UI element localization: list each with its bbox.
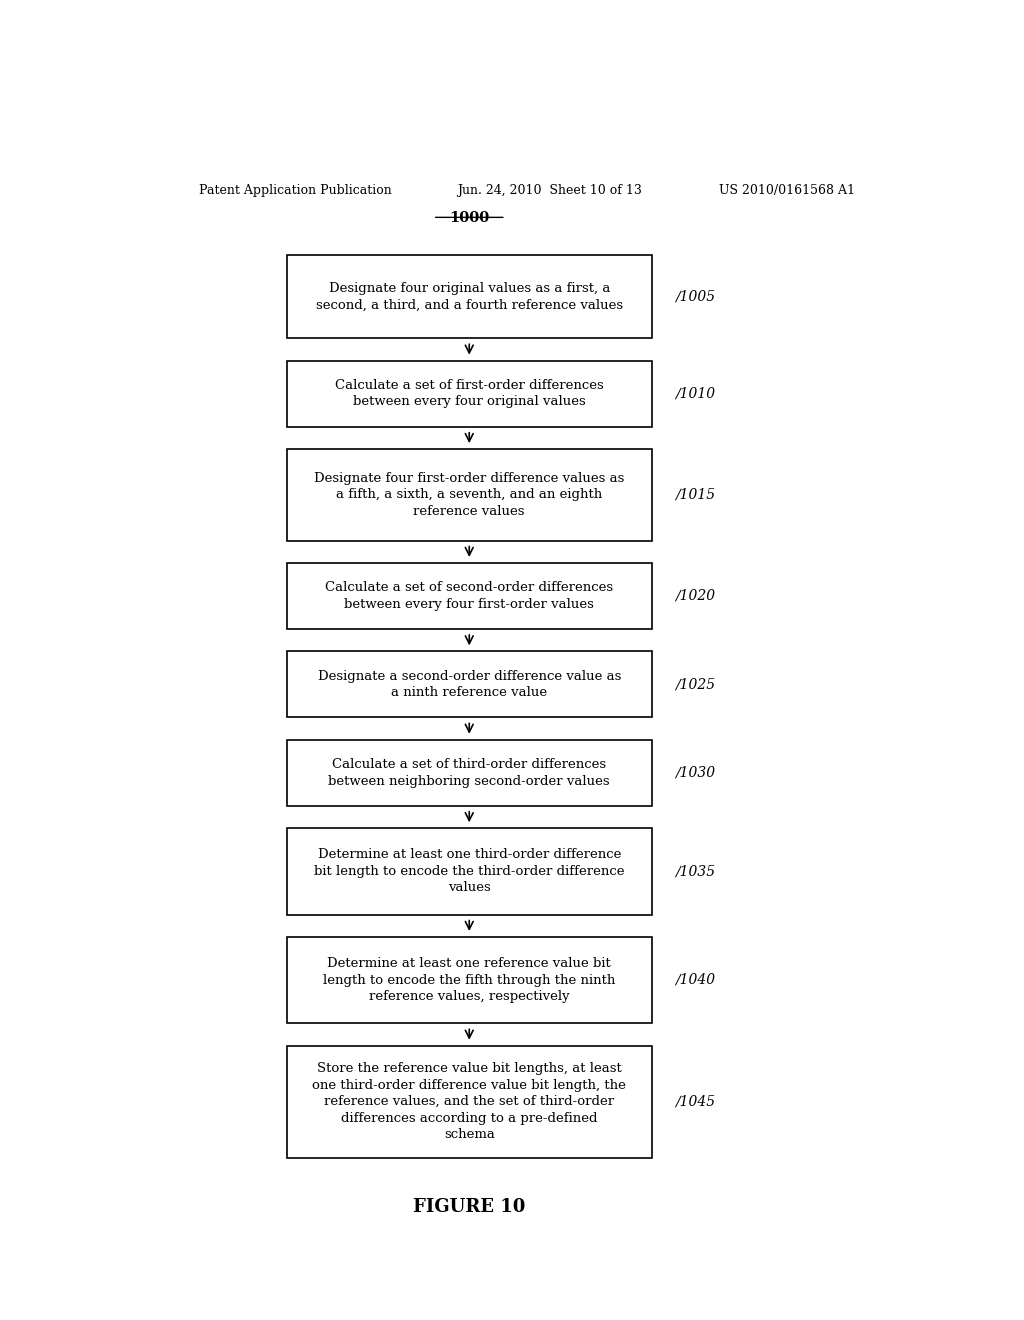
FancyBboxPatch shape [287,449,652,541]
Text: Designate a second-order difference value as
a ninth reference value: Designate a second-order difference valu… [317,669,621,700]
FancyBboxPatch shape [287,739,652,805]
Text: Calculate a set of third-order differences
between neighboring second-order valu: Calculate a set of third-order differenc… [329,758,610,788]
Text: Jun. 24, 2010  Sheet 10 of 13: Jun. 24, 2010 Sheet 10 of 13 [458,183,642,197]
Text: ∕1010: ∕1010 [676,387,716,401]
Text: ∕1020: ∕1020 [676,589,716,603]
Text: Store the reference value bit lengths, at least
one third-order difference value: Store the reference value bit lengths, a… [312,1063,627,1140]
Text: ∕1005: ∕1005 [676,289,716,304]
Text: ∕1045: ∕1045 [676,1094,716,1109]
Text: ∕1025: ∕1025 [676,677,716,692]
Text: ∕1015: ∕1015 [676,488,716,502]
Text: ∕1030: ∕1030 [676,766,716,780]
FancyBboxPatch shape [287,651,652,718]
Text: FIGURE 10: FIGURE 10 [413,1199,525,1216]
Text: ∕1040: ∕1040 [676,973,716,987]
FancyBboxPatch shape [287,828,652,915]
Text: Calculate a set of second-order differences
between every four first-order value: Calculate a set of second-order differen… [326,581,613,611]
FancyBboxPatch shape [287,562,652,630]
Text: Determine at least one third-order difference
bit length to encode the third-ord: Determine at least one third-order diffe… [314,849,625,895]
Text: Patent Application Publication: Patent Application Publication [200,183,392,197]
Text: Designate four original values as a first, a
second, a third, and a fourth refer: Designate four original values as a firs… [315,282,623,312]
Text: Calculate a set of first-order differences
between every four original values: Calculate a set of first-order differenc… [335,379,603,408]
Text: Determine at least one reference value bit
length to encode the fifth through th: Determine at least one reference value b… [323,957,615,1003]
FancyBboxPatch shape [287,360,652,426]
FancyBboxPatch shape [287,937,652,1023]
Text: US 2010/0161568 A1: US 2010/0161568 A1 [719,183,855,197]
Text: Designate four first-order difference values as
a fifth, a sixth, a seventh, and: Designate four first-order difference va… [314,471,625,517]
FancyBboxPatch shape [287,255,652,338]
FancyBboxPatch shape [287,1045,652,1158]
Text: ∕1035: ∕1035 [676,865,716,878]
Text: 1000: 1000 [450,211,489,226]
